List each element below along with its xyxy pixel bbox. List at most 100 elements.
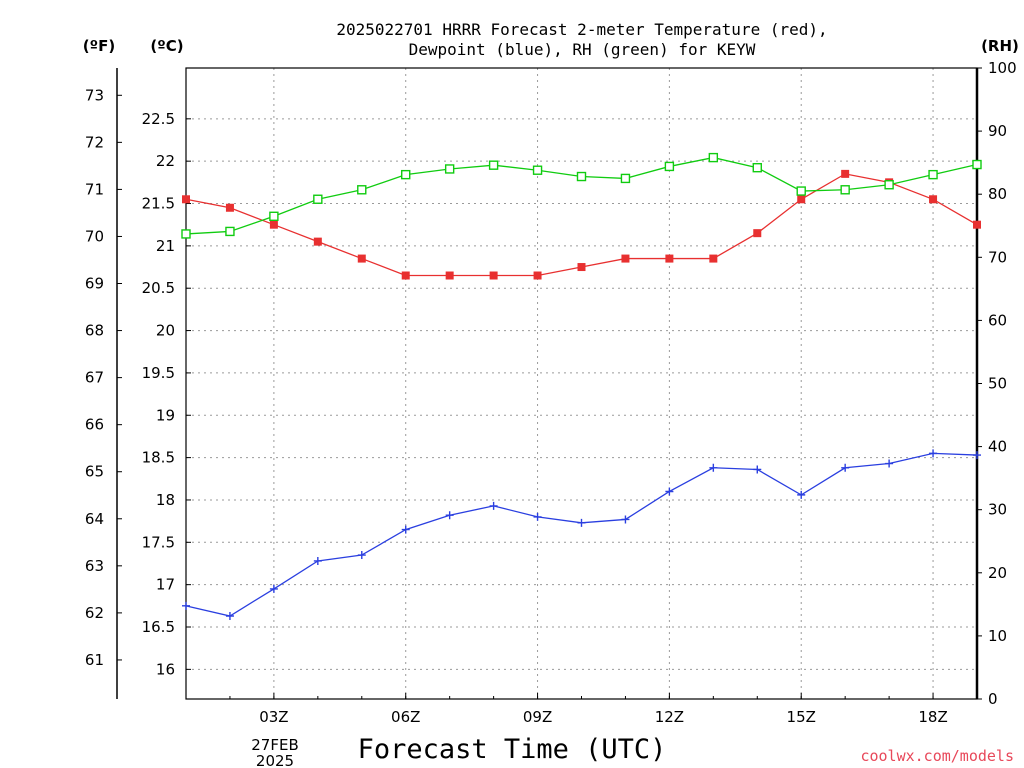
temperature-point <box>445 271 454 280</box>
chart-title-line2: Dewpoint (blue), RH (green) for KEYW <box>409 40 756 59</box>
x-tick-label: 12Z <box>655 708 684 726</box>
temperature-point <box>489 271 498 280</box>
x-tick-label: 15Z <box>787 708 816 726</box>
x-tick-label: 18Z <box>918 708 947 726</box>
dewpoint-point <box>709 463 718 472</box>
fahrenheit-tick-label: 68 <box>85 322 104 340</box>
celsius-tick-label: 21.5 <box>142 195 175 213</box>
temperature-point <box>973 220 981 229</box>
credit-label: coolwx.com/models <box>860 747 1014 765</box>
temperature-point <box>709 254 718 263</box>
temperature-series-line <box>185 173 978 277</box>
fahrenheit-tick-label: 70 <box>85 227 104 245</box>
temperature-point <box>841 169 850 178</box>
fahrenheit-tick-label: 71 <box>85 180 104 198</box>
fahrenheit-tick-label: 66 <box>85 416 104 434</box>
plot-frame <box>185 67 978 700</box>
rh-point <box>664 161 675 172</box>
series-markers <box>181 152 982 620</box>
temperature-point <box>621 254 630 263</box>
dewpoint-point <box>445 511 454 520</box>
dewpoint-point <box>401 525 410 534</box>
fahrenheit-tick-label: 69 <box>85 275 104 293</box>
temperature-point <box>182 195 190 204</box>
dewpoint-point <box>885 459 894 468</box>
x-axis-label: Forecast Time (UTC) <box>358 734 667 765</box>
fahrenheit-tick-label: 62 <box>85 604 104 622</box>
rh-point <box>401 169 411 180</box>
rh-tick-label: 100 <box>988 59 1017 77</box>
dewpoint-point <box>621 515 630 524</box>
x-tick-label: 06Z <box>391 708 420 726</box>
celsius-tick-label: 18 <box>156 491 175 509</box>
celsius-tick-label: 19 <box>156 406 175 424</box>
dewpoint-series-line <box>185 452 978 617</box>
dewpoint-point <box>797 490 806 499</box>
celsius-tick-label: 19.5 <box>142 364 175 382</box>
dewpoint-point <box>577 518 586 527</box>
dewpoint-point <box>313 556 322 565</box>
gridlines <box>186 68 977 699</box>
dewpoint-point <box>269 584 278 593</box>
dewpoint-point <box>665 487 674 496</box>
rh-point <box>313 194 323 204</box>
temperature-point <box>313 237 322 246</box>
temperature-point <box>269 220 278 229</box>
series-lines <box>185 156 978 617</box>
dewpoint-point <box>182 601 190 610</box>
dewpoint-point <box>357 551 366 560</box>
temperature-point <box>225 203 234 212</box>
dewpoint-point <box>533 512 542 521</box>
temperature-point <box>577 263 586 272</box>
fahrenheit-unit-label: (ºF) <box>83 37 115 55</box>
temperature-point <box>533 271 542 280</box>
celsius-tick-label: 16 <box>156 660 175 678</box>
fahrenheit-tick-label: 72 <box>85 133 104 151</box>
rh-tick-label: 70 <box>988 248 1007 266</box>
rh-tick-label: 30 <box>988 501 1007 519</box>
celsius-tick-label: 21 <box>156 237 175 255</box>
rh-tick-label: 20 <box>988 564 1007 582</box>
dewpoint-point <box>225 611 234 620</box>
dewpoint-point <box>753 465 762 474</box>
rh-tick-label: 40 <box>988 438 1007 456</box>
celsius-unit-label: (ºC) <box>150 37 183 55</box>
rh-point <box>884 180 894 190</box>
dewpoint-point <box>973 451 981 460</box>
celsius-tick-label: 18.5 <box>142 449 175 467</box>
rh-point <box>620 173 631 184</box>
fahrenheit-tick-label: 73 <box>85 86 104 104</box>
celsius-tick-label: 17 <box>156 576 175 594</box>
rh-point <box>928 169 938 180</box>
dewpoint-point <box>841 463 850 472</box>
temperature-point <box>401 271 410 280</box>
rh-point <box>225 226 235 237</box>
rh-point <box>796 186 806 196</box>
rh-tick-label: 50 <box>988 375 1007 393</box>
rh-point <box>357 185 367 195</box>
temperature-point <box>753 229 762 238</box>
temperature-point <box>929 195 938 204</box>
celsius-tick-label: 17.5 <box>142 533 175 551</box>
fahrenheit-tick-label: 65 <box>85 463 104 481</box>
rh-point <box>488 160 499 170</box>
celsius-tick-label: 22 <box>156 152 175 170</box>
celsius-tick-label: 20 <box>156 322 175 340</box>
rh-tick-label: 0 <box>988 690 998 708</box>
chart-title-line1: 2025022701 HRRR Forecast 2-meter Tempera… <box>336 20 827 39</box>
rh-point <box>752 162 762 173</box>
rh-point <box>972 159 982 170</box>
temperature-point <box>357 254 366 263</box>
x-date-day-label: 27FEB <box>251 736 298 754</box>
celsius-tick-label: 16.5 <box>142 618 175 636</box>
rh-series-line <box>185 156 978 235</box>
rh-tick-label: 60 <box>988 311 1007 329</box>
x-tick-label: 03Z <box>259 708 288 726</box>
dewpoint-point <box>489 501 498 510</box>
fahrenheit-tick-label: 64 <box>85 510 104 528</box>
rh-point <box>269 211 279 221</box>
fahrenheit-tick-label: 67 <box>85 369 104 387</box>
x-date-year-label: 2025 <box>256 752 294 768</box>
celsius-tick-label: 22.5 <box>142 110 175 128</box>
